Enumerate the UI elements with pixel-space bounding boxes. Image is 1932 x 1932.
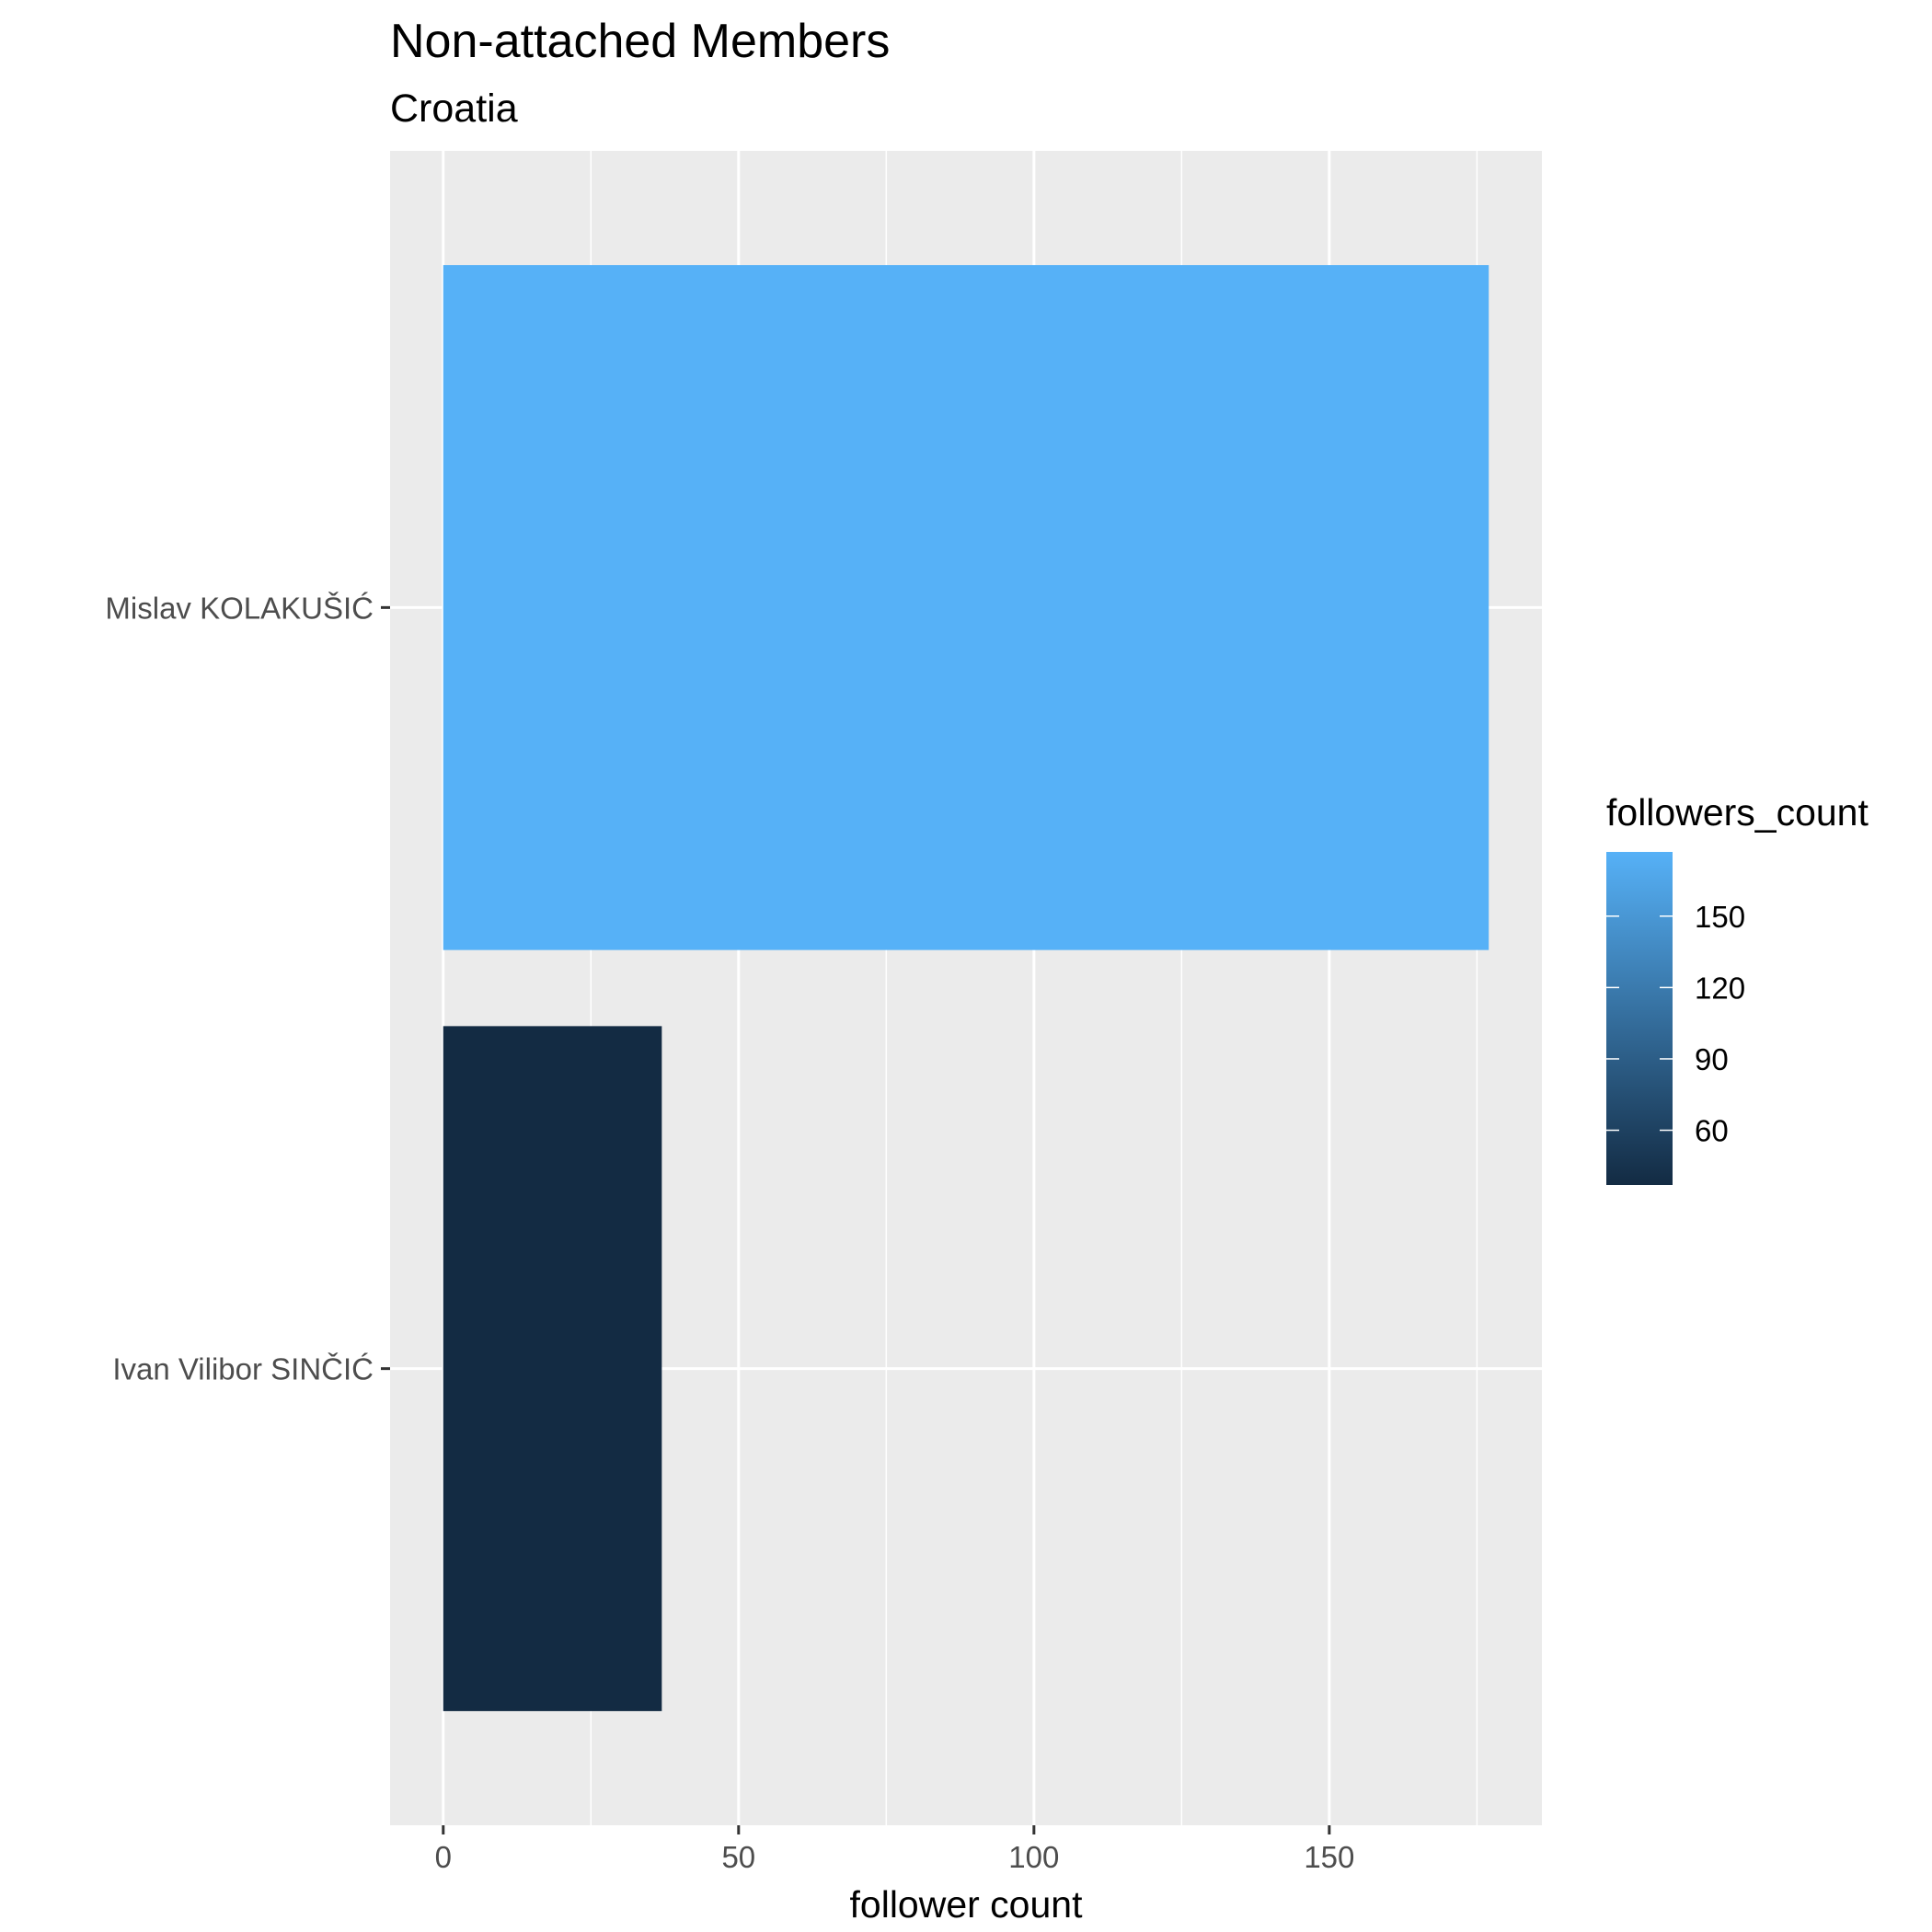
y-axis: Mislav KOLAKUŠIĆ Ivan Vilibor SINČIĆ xyxy=(105,591,390,1386)
y-tick-label: Mislav KOLAKUŠIĆ xyxy=(105,591,374,625)
legend-tick-label: 90 xyxy=(1695,1042,1729,1076)
legend: followers_count 60 90 120 150 xyxy=(1606,791,1869,1185)
x-tick-label: 50 xyxy=(721,1840,755,1874)
x-tick-label: 150 xyxy=(1304,1840,1354,1874)
legend-tick-label: 60 xyxy=(1695,1114,1729,1148)
x-tick-label: 0 xyxy=(435,1840,452,1874)
legend-tick-label: 150 xyxy=(1695,900,1745,934)
y-tick-label: Ivan Vilibor SINČIĆ xyxy=(112,1352,374,1386)
bar xyxy=(443,265,1489,950)
bar xyxy=(443,1026,662,1711)
legend-colorbar xyxy=(1606,852,1673,1185)
x-tick-label: 100 xyxy=(1008,1840,1059,1874)
chart-title: Non-attached Members xyxy=(390,15,890,68)
x-axis-title: follower count xyxy=(850,1883,1084,1926)
legend-ticks: 60 90 120 150 xyxy=(1606,900,1745,1148)
chart-subtitle: Croatia xyxy=(390,86,518,131)
legend-title: followers_count xyxy=(1606,791,1869,834)
bars xyxy=(443,265,1489,1711)
x-axis: 0 50 100 150 xyxy=(435,1825,1354,1874)
legend-tick-label: 120 xyxy=(1695,971,1745,1005)
